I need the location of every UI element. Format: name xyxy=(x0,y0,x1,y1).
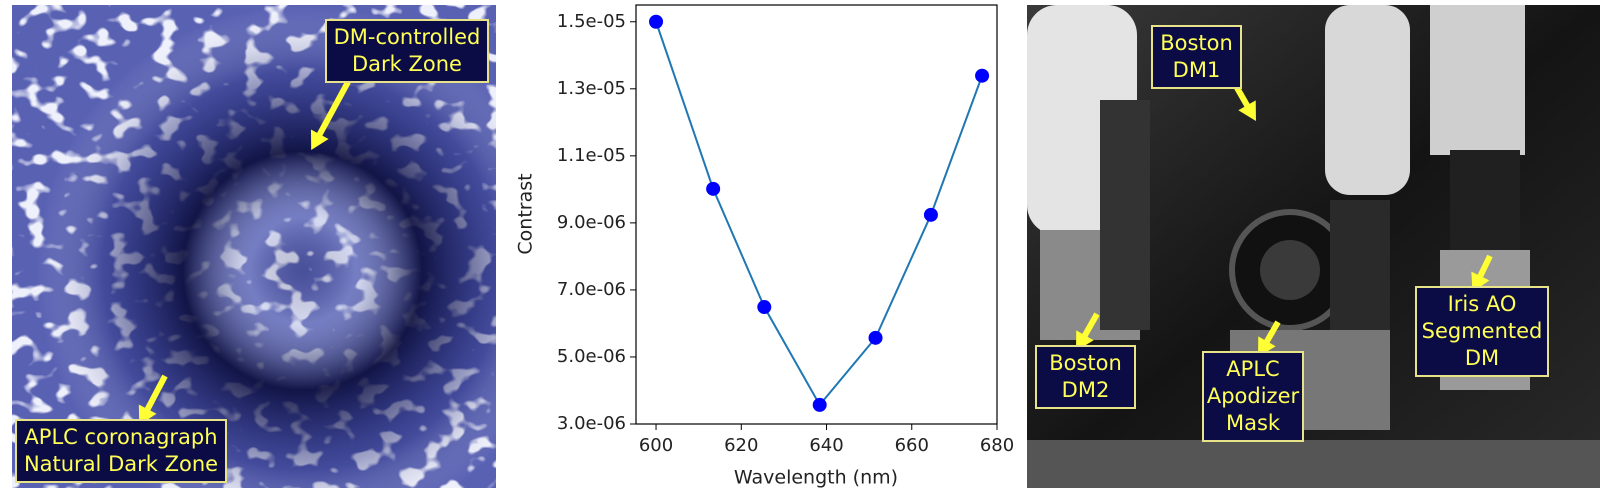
y-tick-label: 1.5e-05 xyxy=(557,11,626,32)
label-text: Apodizer xyxy=(1207,384,1300,408)
label-box xyxy=(1151,25,1242,89)
testbed-photo xyxy=(1027,5,1600,488)
label-text: DM2 xyxy=(1062,378,1110,402)
plot-frame xyxy=(635,4,998,425)
data-point xyxy=(757,300,772,315)
arrow xyxy=(312,80,351,145)
label-box xyxy=(1415,286,1549,377)
x-tick-label: 620 xyxy=(724,435,758,456)
y-tick-label: 7.0e-06 xyxy=(557,279,626,300)
arrow-head xyxy=(310,129,329,151)
label-text: Dark Zone xyxy=(352,52,462,76)
label-text: DM1 xyxy=(1173,58,1221,82)
label-box xyxy=(1035,345,1136,409)
label-text: Boston xyxy=(1160,31,1233,55)
y-tick-label: 1.1e-05 xyxy=(557,145,626,166)
arrow-head xyxy=(1238,100,1256,121)
label-box xyxy=(325,19,489,83)
label-box xyxy=(15,419,227,483)
y-tick-label: 9.0e-06 xyxy=(557,212,626,233)
y-tick-label: 3.0e-06 xyxy=(557,413,626,434)
x-tick-label: 640 xyxy=(809,435,843,456)
x-axis-label: Wavelength (nm) xyxy=(734,467,898,489)
label-text: Iris AO xyxy=(1448,292,1517,316)
x-tick-label: 600 xyxy=(639,435,673,456)
data-point xyxy=(975,68,990,83)
data-point xyxy=(649,14,664,29)
y-tick-label: 5.0e-06 xyxy=(557,346,626,367)
data-point xyxy=(812,397,827,412)
data-point xyxy=(868,330,883,345)
data-point xyxy=(706,181,721,196)
x-tick-label: 660 xyxy=(895,435,929,456)
label-text: Segmented xyxy=(1422,319,1543,343)
y-axis-label: Contrast xyxy=(515,173,537,254)
y-tick-label: 1.3e-05 xyxy=(557,78,626,99)
label-text: APLC xyxy=(1226,357,1279,381)
label-text: Mask xyxy=(1226,411,1281,435)
dark-zone-image xyxy=(12,5,496,488)
x-tick-label: 680 xyxy=(980,435,1014,456)
label-text: DM-controlled xyxy=(334,25,481,49)
label-text: APLC coronagraph xyxy=(24,425,217,449)
data-point xyxy=(923,207,938,222)
label-text: Natural Dark Zone xyxy=(24,452,218,476)
label-box xyxy=(1202,351,1304,442)
label-text: DM xyxy=(1465,346,1499,370)
label-text: Boston xyxy=(1049,351,1122,375)
